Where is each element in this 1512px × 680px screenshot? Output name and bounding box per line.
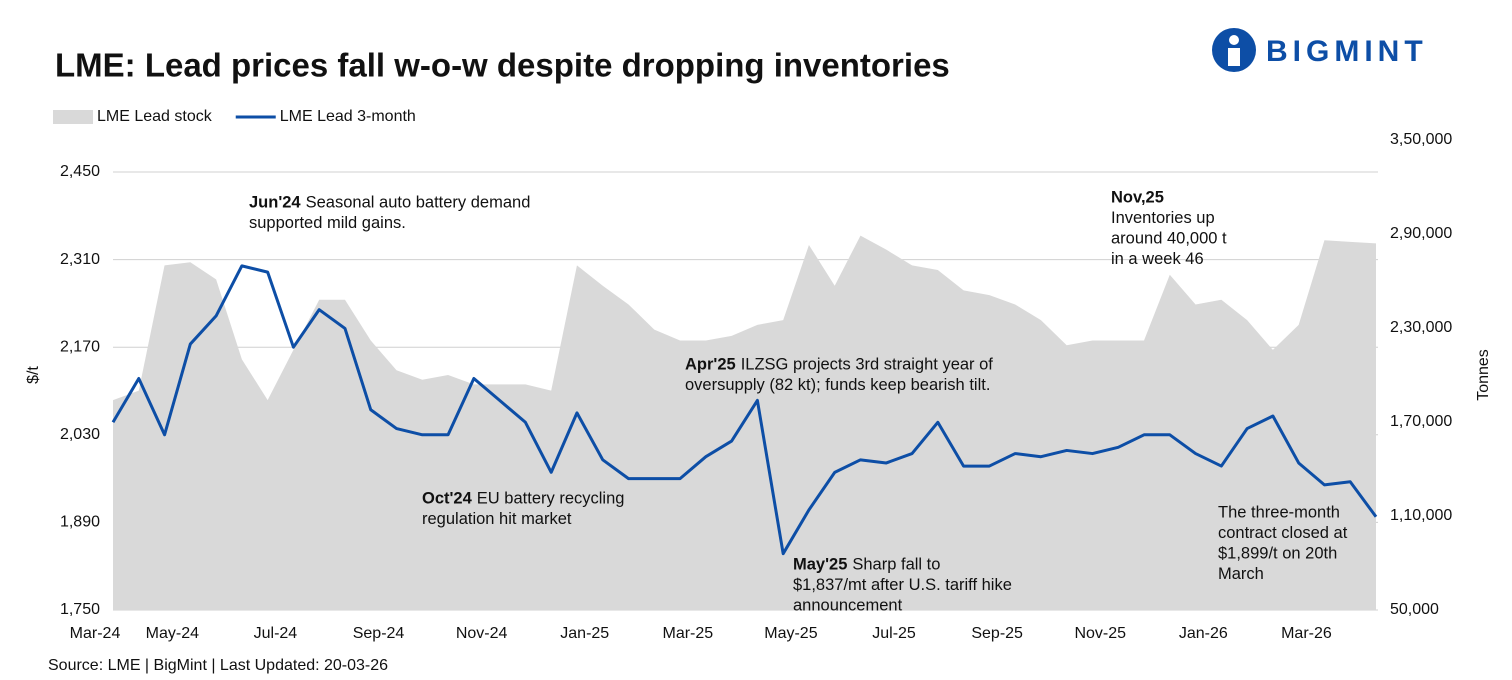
annotation-text: Inventories up	[1111, 209, 1215, 227]
annotation-text: The three-month	[1218, 503, 1340, 521]
x-tick-label: Jan-26	[1179, 625, 1228, 642]
annotation-lead: Nov,25	[1111, 188, 1164, 206]
y-tick-label: 1,890	[60, 514, 100, 531]
annotation-text: in a week 46	[1111, 250, 1204, 268]
annotation-text: regulation hit market	[422, 510, 572, 528]
x-tick-label: Mar-24	[70, 625, 121, 642]
price-line	[111, 264, 1378, 556]
annotation-text: ILZSG projects 3rd straight year of	[741, 355, 994, 373]
x-tick-label: Mar-25	[662, 625, 713, 642]
annotation-text: EU battery recycling	[477, 489, 625, 507]
y2-tick-label: 3,50,000	[1390, 131, 1452, 148]
annotation-text: $1,899/t on 20th	[1218, 544, 1337, 562]
x-tick-label: Sep-25	[971, 625, 1023, 642]
annotation-text: March	[1218, 565, 1264, 583]
x-tick-label: Jul-25	[872, 625, 916, 642]
x-tick-label: Sep-24	[353, 625, 405, 642]
annotation-text: contract closed at	[1218, 524, 1348, 542]
logo-text: BIGMINT	[1266, 35, 1428, 68]
annotation-text: supported mild gains.	[249, 214, 406, 232]
annotation-text: around 40,000 t	[1111, 229, 1227, 247]
y-tick-label: 1,750	[60, 601, 100, 618]
annotation: Oct'24 EU battery recycling regulation hit…	[422, 489, 624, 528]
legend-label: LME Lead stock	[97, 108, 213, 125]
y-axis-title: $/t	[25, 366, 42, 384]
annotation: Apr'25 ILZSG projects 3rd straight year o…	[685, 355, 993, 394]
y2-tick-label: 1,70,000	[1390, 413, 1452, 430]
y-tick-label: 2,310	[60, 251, 100, 268]
x-tick-label: May-24	[146, 625, 199, 642]
y-tick-label: 2,170	[60, 338, 100, 355]
y2-axis-title: Tonnes	[1475, 349, 1492, 401]
x-tick-label: Nov-25	[1074, 625, 1126, 642]
x-tick-label: Mar-26	[1281, 625, 1332, 642]
x-tick-label: Jul-24	[254, 625, 298, 642]
y2-tick-label: 1,10,000	[1390, 507, 1452, 524]
annotation-lead: Apr'25	[685, 355, 736, 373]
annotation-text: oversupply (82 kt); funds keep bearish t…	[685, 376, 990, 394]
annotation-text: Seasonal auto battery demand	[306, 193, 531, 211]
logo-icon-head	[1229, 35, 1239, 45]
x-tick-label: Nov-24	[456, 625, 508, 642]
annotation-text: $1,837/mt after U.S. tariff hike	[793, 576, 1012, 594]
y2-tick-label: 2,30,000	[1390, 319, 1452, 336]
annotation: May'25 Sharp fall to $1,837/mt after U.S. …	[793, 555, 1012, 614]
x-tick-label: Jan-25	[560, 625, 609, 642]
legend-swatch	[53, 110, 93, 124]
annotation-lead: Jun'24	[249, 193, 301, 211]
logo-icon-body	[1228, 48, 1240, 66]
source-note: Source: LME | BigMint | Last Updated: 20…	[48, 657, 388, 674]
logo: BIGMINT	[1212, 28, 1428, 72]
y2-tick-label: 50,000	[1390, 601, 1439, 618]
annotation: Jun'24 Seasonal auto battery demand suppor…	[249, 193, 530, 232]
x-tick-label: May-25	[764, 625, 817, 642]
annotation: Nov,25 Inventories up around 40,000 t in a …	[1111, 188, 1227, 268]
annotation-lead: Oct'24	[422, 489, 473, 507]
annotation-text: Sharp fall to	[852, 555, 940, 573]
annotation: The three-month contract closed at $1,899/…	[1218, 503, 1348, 583]
y2-tick-label: 2,90,000	[1390, 225, 1452, 242]
annotation-text: announcement	[793, 596, 903, 614]
chart-title: LME: Lead prices fall w-o-w despite drop…	[55, 47, 950, 84]
annotation-lead: May'25	[793, 555, 847, 573]
y-tick-label: 2,450	[60, 163, 100, 180]
y-tick-label: 2,030	[60, 426, 100, 443]
legend-label: LME Lead 3-month	[280, 108, 416, 125]
